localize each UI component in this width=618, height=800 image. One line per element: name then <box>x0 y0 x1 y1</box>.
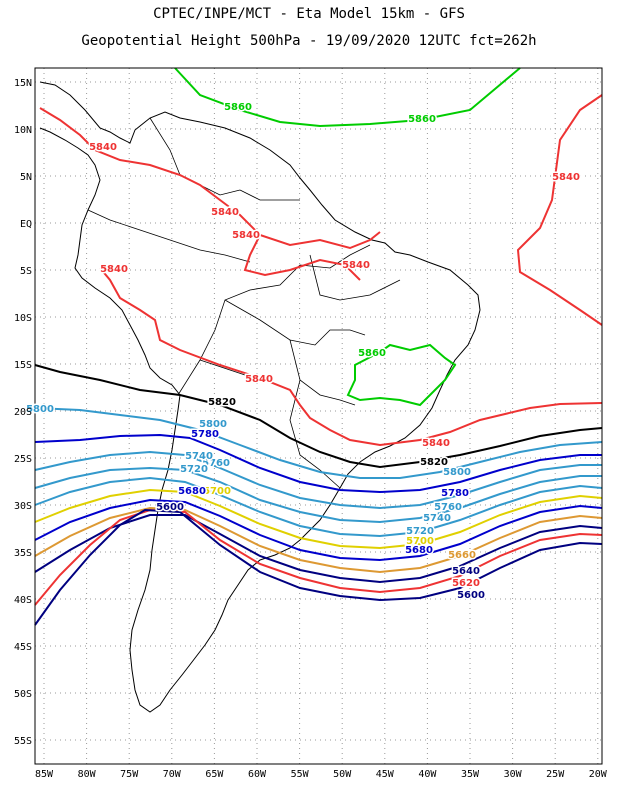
contour-5640 <box>34 514 603 584</box>
contour-5740 <box>34 466 602 524</box>
lat-label: 10N <box>14 125 32 136</box>
contour-label: 5840 <box>245 374 273 385</box>
lat-label: 20S <box>14 407 32 418</box>
contour-5840-north <box>39 107 381 281</box>
map-subtitle: Geopotential Height 500hPa - 19/09/2020 … <box>81 33 537 49</box>
lat-label: 45S <box>14 642 32 653</box>
contour-5860-north <box>174 67 521 128</box>
contour-5760 <box>34 450 602 510</box>
contour-label: 5740 <box>423 513 451 524</box>
contour-label: 5680 <box>178 486 206 497</box>
contour-5720 <box>34 476 603 538</box>
lon-label: 50W <box>333 769 352 780</box>
contour-label: 5700 <box>203 486 231 497</box>
map-frame <box>34 67 603 765</box>
contour-label: 5640 <box>452 566 480 577</box>
contour-label: 5860 <box>224 102 252 113</box>
lat-label: 15N <box>14 78 32 89</box>
contour-label: 5760 <box>434 502 462 513</box>
contour-label: 5660 <box>448 550 476 561</box>
lon-label: 75W <box>120 769 139 780</box>
contour-lines <box>34 67 603 626</box>
lat-label: 15S <box>14 360 32 371</box>
contour-5780 <box>34 433 602 494</box>
map-title: CPTEC/INPE/MCT - Eta Model 15km - GFS <box>153 6 465 22</box>
contour-label: 5820 <box>420 457 448 468</box>
lat-label: 50S <box>14 689 32 700</box>
contour-label: 5860 <box>358 348 386 359</box>
contour-label: 5600 <box>156 502 184 513</box>
lat-label: 10S <box>14 313 32 324</box>
contour-label: 5720 <box>406 526 434 537</box>
lat-label: 30S <box>14 501 32 512</box>
contour-label: 5820 <box>208 397 236 408</box>
lon-label: 20W <box>589 769 608 780</box>
contour-label: 5600 <box>457 590 485 601</box>
contour-5840-west <box>99 267 603 447</box>
contour-5800 <box>34 407 603 479</box>
lat-label: 55S <box>14 736 32 747</box>
contour-label: 5740 <box>185 451 213 462</box>
lon-label: 65W <box>205 769 224 780</box>
south-america-coast <box>39 81 481 713</box>
contour-label: 5680 <box>405 545 433 556</box>
contour-5820 <box>34 364 603 469</box>
coastline <box>39 81 481 713</box>
contour-label: 5780 <box>191 429 219 440</box>
contour-label: 5840 <box>89 142 117 153</box>
contour-5840-east <box>516 94 603 326</box>
contour-label: 5860 <box>408 114 436 125</box>
lat-label: 40S <box>14 595 32 606</box>
contour-label: 5760 <box>202 458 230 469</box>
lat-label: 25S <box>14 454 32 465</box>
contour-label: 5800 <box>443 467 471 478</box>
lon-label: 40W <box>418 769 437 780</box>
lon-label: 55W <box>291 769 310 780</box>
contour-5860-brazil <box>346 343 457 407</box>
contour-label: 5620 <box>452 578 480 589</box>
contour-label: 5840 <box>100 264 128 275</box>
lat-label: 5N <box>20 172 32 183</box>
contour-5700 <box>34 488 603 550</box>
lat-label: EQ <box>20 219 32 230</box>
lon-label: 80W <box>78 769 97 780</box>
grid-lines <box>35 68 602 764</box>
lon-label: 45W <box>376 769 395 780</box>
country-borders <box>87 117 401 489</box>
contour-label: 5840 <box>342 260 370 271</box>
lon-label: 85W <box>35 769 54 780</box>
contour-label: 5700 <box>406 536 434 547</box>
contour-label: 5840 <box>552 172 580 183</box>
axis-labels: 15N 10N 5N EQ 5S 10S 15S 20S 25S 30S 35S 40S 45S 50S 5… <box>14 78 608 780</box>
lat-label: 5S <box>20 266 32 277</box>
lon-label: 60W <box>248 769 267 780</box>
lon-label: 70W <box>163 769 182 780</box>
contour-label: 5840 <box>232 230 260 241</box>
contour-label: 5840 <box>422 438 450 449</box>
contour-5680 <box>34 498 603 562</box>
lon-label: 30W <box>504 769 523 780</box>
contour-label: 5840 <box>211 207 239 218</box>
contour-5660 <box>34 506 603 574</box>
contour-label: 5800 <box>26 404 54 415</box>
lon-label: 35W <box>461 769 480 780</box>
contour-labels: 5860 5860 5860 5840 5840 5840 5840 5840 5840 5840… <box>25 101 582 603</box>
contour-label: 5720 <box>180 464 208 475</box>
contour-5600 <box>34 508 603 626</box>
contour-label: 5800 <box>199 419 227 430</box>
contour-5620 <box>34 508 603 606</box>
lon-label: 25W <box>546 769 565 780</box>
contour-label: 5780 <box>441 488 469 499</box>
lat-label: 35S <box>14 548 32 559</box>
